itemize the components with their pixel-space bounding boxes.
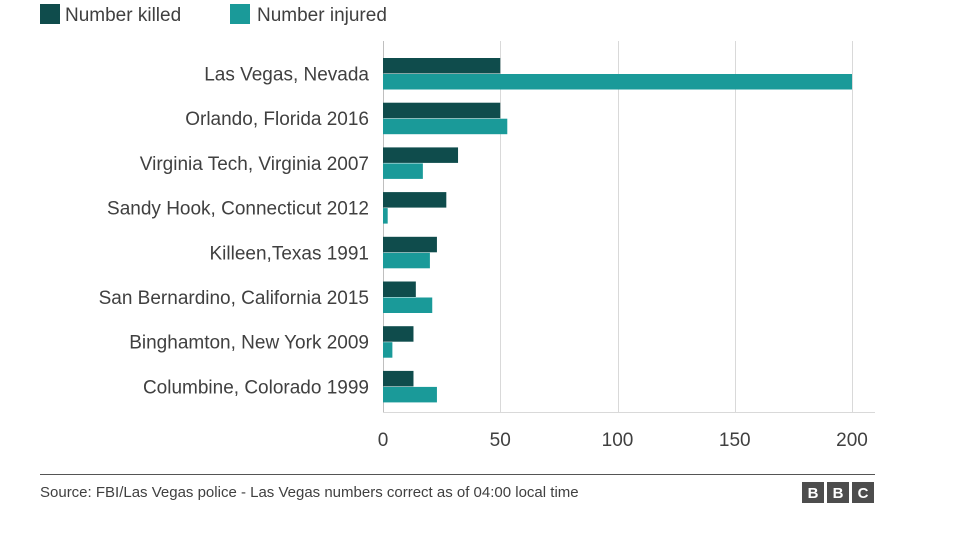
bar-killed-2 bbox=[383, 102, 501, 119]
bar-injured-5 bbox=[383, 252, 430, 269]
grid-lines bbox=[383, 41, 875, 413]
bar-injured-4 bbox=[383, 208, 388, 224]
logo-letter-3: C bbox=[858, 485, 869, 502]
bar-injured-8 bbox=[383, 386, 437, 403]
bar-killed-1 bbox=[383, 58, 501, 74]
category-label-6: San Bernardino, California 2015 bbox=[99, 288, 369, 309]
bar-killed-6 bbox=[383, 281, 416, 297]
logo-block-1 bbox=[802, 482, 824, 503]
legend-label-1: Number killed bbox=[65, 5, 181, 26]
category-label-4: Sandy Hook, Connecticut 2012 bbox=[107, 199, 369, 220]
bar-injured-7 bbox=[383, 342, 393, 358]
x-tick-label-4: 150 bbox=[719, 430, 751, 451]
x-tick-label-1: 0 bbox=[378, 430, 389, 451]
x-tick-label-3: 100 bbox=[602, 430, 634, 451]
bars bbox=[383, 58, 852, 403]
bar-killed-7 bbox=[383, 326, 414, 342]
logo-letter-2: B bbox=[833, 485, 844, 502]
logo-letter-1: B bbox=[808, 485, 819, 502]
bar-killed-5 bbox=[383, 236, 437, 253]
bar-injured-3 bbox=[383, 163, 423, 179]
x-tick-label-2: 50 bbox=[490, 430, 511, 451]
category-labels: Las Vegas, Nevada Orlando, Florida 2016 Vi… bbox=[99, 65, 370, 399]
bar-injured-1 bbox=[383, 74, 852, 90]
category-label-3: Virginia Tech, Virginia 2007 bbox=[140, 154, 369, 175]
legend-label-2: Number injured bbox=[257, 5, 387, 26]
bar-injured-2 bbox=[383, 118, 508, 135]
category-label-1: Las Vegas, Nevada bbox=[204, 65, 369, 86]
legend-swatch-1 bbox=[40, 4, 60, 24]
bar-killed-8 bbox=[383, 370, 414, 387]
category-label-8: Columbine, Colorado 1999 bbox=[143, 377, 369, 398]
bar-killed-3 bbox=[383, 147, 459, 163]
logo-block-3 bbox=[852, 482, 874, 503]
legend-swatch-2 bbox=[230, 4, 250, 24]
category-label-7: Binghamton, New York 2009 bbox=[129, 333, 369, 354]
logo-block-2 bbox=[827, 482, 849, 503]
category-label-2: Orlando, Florida 2016 bbox=[185, 109, 369, 130]
x-axis-ticks: 0 50 100 150 200 bbox=[378, 430, 868, 451]
bar-killed-4 bbox=[383, 192, 447, 208]
legend: Number killed Number injured bbox=[40, 4, 387, 26]
category-label-5: Killeen,Texas 1991 bbox=[210, 243, 370, 264]
source-note: Source: FBI/Las Vegas police - Las Vegas… bbox=[40, 484, 579, 501]
bar-injured-6 bbox=[383, 297, 433, 313]
x-tick-label-5: 200 bbox=[836, 430, 868, 451]
